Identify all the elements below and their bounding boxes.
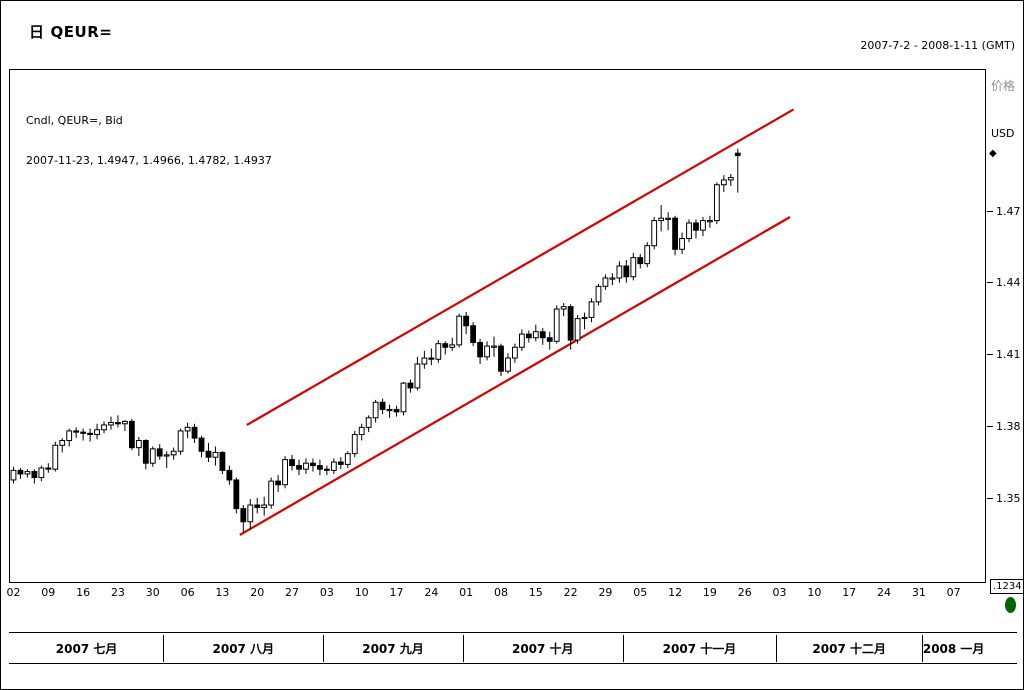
x-axis-tick-label: 05	[633, 586, 648, 599]
x-axis-tick-label: 10	[807, 586, 822, 599]
y-axis-tick-label: 1.38	[987, 419, 1021, 433]
decimal-format-box: .1234	[990, 579, 1023, 594]
x-axis-tick-label: 27	[285, 586, 300, 599]
x-axis-tick-label: 03	[319, 586, 334, 599]
month-label: 2007 十月	[511, 642, 574, 656]
month-label: 2007 八月	[212, 642, 275, 656]
plot-area[interactable]: Cndl, QEUR=, Bid 2007-11-23, 1.4947, 1.4…	[9, 69, 986, 583]
x-axis-tick-label: 01	[459, 586, 474, 599]
x-axis-tick-label: 15	[528, 586, 543, 599]
x-axis-tick-label: 16	[76, 586, 91, 599]
month-separator	[462, 635, 464, 662]
x-axis-tick-label: 24	[424, 586, 439, 599]
last-price-marker-icon: ◆	[989, 147, 997, 159]
x-axis-tick-label: 29	[598, 586, 613, 599]
y-axis-tick-mark	[987, 282, 993, 284]
interval-label: 日	[29, 23, 45, 41]
x-axis-tick-label: 31	[911, 586, 926, 599]
x-axis-tick-label: 24	[877, 586, 892, 599]
price-axis-title: 价格	[991, 79, 1016, 93]
y-axis-tick-mark	[987, 425, 993, 427]
y-axis-tick-label: 1.41	[987, 348, 1021, 362]
month-separator	[622, 635, 624, 662]
month-separator	[922, 635, 924, 662]
month-label: 2007 十一月	[662, 642, 737, 656]
candlestick-plot[interactable]	[10, 70, 985, 582]
y-axis-tick-mark	[987, 210, 993, 212]
connection-status-icon	[1005, 597, 1016, 613]
symbol-label: QEUR=	[50, 23, 113, 41]
x-axis-tick-label: 07	[946, 586, 961, 599]
x-axis-tick-label: 03	[772, 586, 787, 599]
x-axis-tick-label: 10	[354, 586, 369, 599]
x-axis-tick-label: 02	[6, 586, 21, 599]
y-axis-tick-mark	[987, 497, 993, 499]
x-axis-tick-label: 22	[563, 586, 578, 599]
date-axis: 02 09 16 23 30 06 13 20 27 03 10 17 24 01 08 15 22 29 05 12…	[1, 586, 1023, 600]
month-label: 2007 九月	[362, 642, 424, 656]
legend-series-line: Cndl, QEUR=, Bid	[26, 114, 123, 127]
chart-title: 日 QEUR=	[29, 21, 112, 42]
month-label: 2008 一月	[922, 642, 985, 656]
x-axis-tick-label: 20	[250, 586, 265, 599]
x-axis-tick-label: 17	[389, 586, 404, 599]
legend-ohlc-line: 2007-11-23, 1.4947, 1.4966, 1.4782, 1.49…	[26, 154, 272, 167]
x-axis-tick-label: 17	[842, 586, 857, 599]
x-axis-tick-label: 09	[41, 586, 56, 599]
x-axis-tick-label: 23	[110, 586, 125, 599]
x-axis-tick-label: 13	[215, 586, 230, 599]
month-label: 2007 十二月	[812, 642, 886, 656]
month-band-bottom-line	[9, 663, 1017, 664]
x-axis-tick-label: 30	[145, 586, 160, 599]
x-axis-tick-label: 08	[493, 586, 508, 599]
y-axis-tick-label: 1.35	[987, 491, 1021, 505]
legend: Cndl, QEUR=, Bid 2007-11-23, 1.4947, 1.4…	[26, 114, 272, 168]
month-separator	[163, 635, 165, 662]
month-separator	[323, 635, 325, 662]
x-axis-tick-label: 19	[702, 586, 717, 599]
x-axis-tick-label: 12	[668, 586, 683, 599]
x-axis-tick-label: 06	[180, 586, 195, 599]
month-band-top-line	[9, 632, 1017, 633]
currency-label: USD	[991, 127, 1015, 140]
price-axis: 价格 USD ◆ .1234 1.47 1.44 1.41 1.38 1.35	[987, 69, 1023, 599]
y-axis-tick-label: 1.47	[987, 204, 1021, 218]
date-range-label: 2007-7-2 - 2008-1-11 (GMT)	[860, 39, 1015, 52]
x-axis-tick-label: 26	[737, 586, 752, 599]
month-separator	[776, 635, 778, 662]
y-axis-tick-mark	[987, 354, 993, 356]
month-band: 2007 七月 2007 八月 2007 九月 2007 十月 2007 十一月 2007…	[1, 633, 1023, 663]
month-label: 2007 七月	[55, 642, 118, 656]
y-axis-tick-label: 1.44	[987, 276, 1021, 290]
